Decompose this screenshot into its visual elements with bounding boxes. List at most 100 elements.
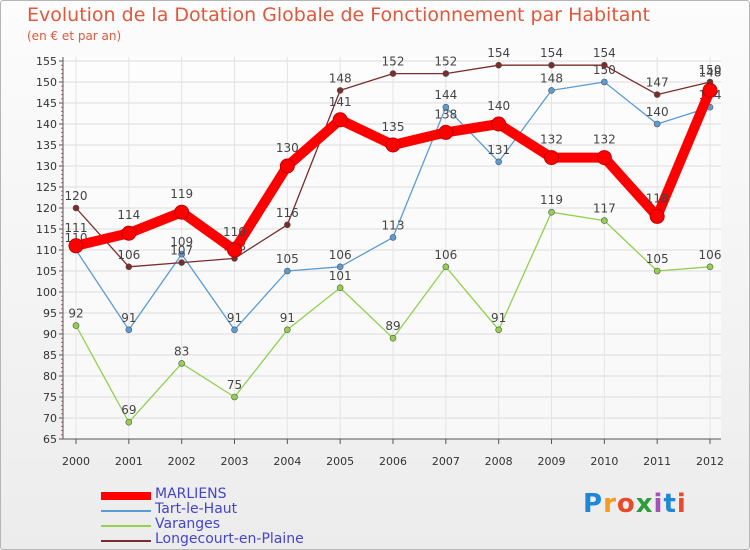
data-label: 106	[699, 248, 722, 262]
data-point	[389, 234, 397, 241]
data-point	[284, 221, 291, 229]
data-label: 92	[68, 307, 83, 321]
legend-label: MARLIENS	[155, 486, 227, 502]
data-label: 130	[276, 141, 299, 155]
data-point	[72, 322, 80, 329]
data-label: 140	[487, 99, 510, 113]
data-label: 109	[170, 235, 193, 249]
data-label: 154	[487, 46, 510, 60]
data-label: 147	[646, 76, 669, 90]
y-tick-label: 100	[36, 286, 57, 299]
data-label: 144	[434, 88, 457, 102]
data-point	[495, 326, 502, 334]
logo-letter: r	[603, 489, 617, 519]
data-label: 101	[329, 269, 352, 283]
data-point	[385, 137, 401, 153]
x-tick-label: 2008	[485, 455, 513, 468]
data-point	[442, 103, 450, 111]
x-tick-label: 2005	[326, 455, 354, 468]
data-point	[284, 326, 291, 334]
data-point	[438, 124, 454, 140]
x-tick-label: 2009	[538, 455, 566, 468]
data-point	[332, 112, 348, 128]
data-point	[596, 150, 612, 166]
data-label: 148	[540, 71, 563, 85]
data-point	[284, 267, 291, 275]
x-tick-label: 2001	[115, 455, 143, 468]
data-label: 69	[121, 403, 136, 417]
data-point	[601, 61, 608, 69]
data-label: 114	[117, 208, 140, 222]
data-label: 105	[646, 252, 669, 266]
logo-letter: t	[663, 489, 677, 519]
data-label: 131	[487, 143, 510, 157]
legend-label: Tart-le-Haut	[155, 501, 238, 517]
data-label: 119	[540, 193, 563, 207]
data-label: 119	[170, 187, 193, 201]
data-label: 91	[280, 311, 295, 325]
data-label: 120	[65, 189, 88, 203]
data-label: 138	[434, 107, 457, 121]
y-tick-label: 145	[36, 97, 57, 110]
x-tick-label: 2010	[590, 455, 618, 468]
data-label: 116	[276, 206, 299, 220]
legend-swatch	[101, 492, 151, 500]
data-label: 75	[227, 378, 242, 392]
y-tick-label: 70	[43, 412, 57, 425]
data-label: 110	[223, 225, 246, 239]
data-label: 89	[385, 319, 400, 333]
data-point	[336, 87, 344, 94]
y-tick-label: 105	[36, 265, 57, 278]
legend-label: Varanges	[155, 516, 221, 532]
data-label: 148	[329, 71, 352, 85]
data-label: 105	[276, 252, 299, 266]
y-tick-label: 150	[36, 76, 57, 89]
data-point	[389, 70, 397, 77]
y-tick-label: 120	[36, 202, 57, 215]
data-point	[653, 91, 661, 98]
logo-letter: P	[583, 489, 604, 519]
legend-label: Longecourt-en-Plaine	[155, 531, 304, 547]
data-label: 148	[699, 65, 722, 79]
plot-area	[63, 57, 721, 439]
data-point	[231, 326, 238, 334]
data-label: 106	[117, 248, 140, 262]
y-tick-label: 140	[36, 118, 57, 131]
logo-letter: i	[676, 489, 687, 519]
data-point	[495, 158, 502, 166]
data-label: 113	[382, 218, 405, 232]
data-point	[231, 393, 238, 401]
data-point	[178, 360, 185, 367]
proxiti-logo: Proxiti	[583, 489, 687, 519]
data-label: 91	[491, 311, 506, 325]
y-tick-label: 65	[43, 433, 57, 446]
y-tick-label: 135	[36, 139, 57, 152]
data-point	[442, 70, 450, 77]
data-label: 154	[593, 46, 616, 60]
data-point	[227, 242, 242, 258]
data-label: 106	[434, 248, 457, 262]
data-point	[442, 263, 450, 271]
legend-swatch	[101, 525, 151, 527]
data-point	[653, 120, 661, 128]
x-tick-label: 2003	[221, 455, 249, 468]
data-label: 106	[329, 248, 352, 262]
data-label: 83	[174, 344, 189, 358]
x-tick-label: 2004	[273, 455, 301, 468]
chart-subtitle: (en € et par an)	[27, 29, 122, 43]
y-tick-label: 75	[43, 391, 57, 404]
data-point	[125, 326, 133, 334]
data-label: 107	[170, 244, 193, 258]
data-point	[495, 61, 502, 69]
data-label: 132	[593, 133, 616, 147]
data-label: 150	[593, 63, 616, 77]
data-point	[706, 263, 714, 271]
chart-title: Evolution de la Dotation Globale de Fonc…	[27, 4, 650, 26]
x-tick-label: 2007	[432, 455, 460, 468]
data-point	[72, 204, 80, 212]
data-point	[548, 208, 555, 216]
data-label: 150	[699, 63, 722, 77]
x-tick-label: 2011	[643, 455, 671, 468]
data-label: 118	[646, 191, 669, 205]
